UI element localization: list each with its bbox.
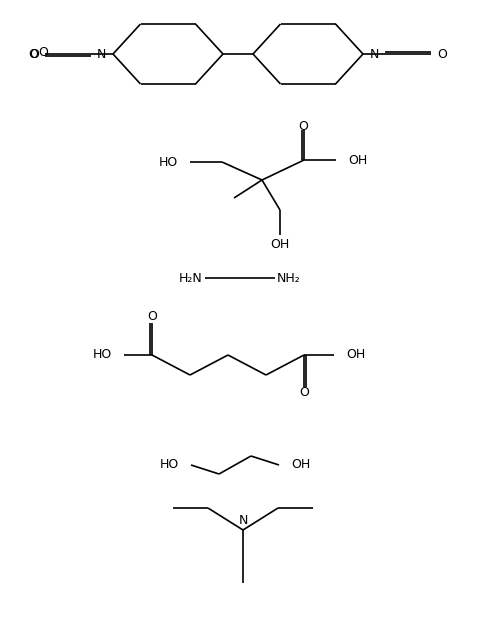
Text: O: O [147, 311, 157, 324]
Text: HO: HO [93, 348, 112, 361]
Text: O: O [28, 48, 38, 61]
Text: OH: OH [291, 459, 310, 471]
Text: OH: OH [346, 348, 365, 361]
Text: O: O [29, 48, 39, 61]
Text: N: N [238, 515, 248, 528]
Text: H₂N: H₂N [179, 272, 203, 285]
Text: N: N [97, 48, 106, 61]
Text: HO: HO [160, 459, 179, 471]
Text: OH: OH [270, 239, 290, 252]
Text: O: O [437, 48, 447, 61]
Text: NH₂: NH₂ [277, 272, 301, 285]
Text: O: O [298, 120, 308, 133]
Text: HO: HO [159, 156, 178, 169]
Text: OH: OH [348, 154, 367, 167]
Text: N: N [370, 48, 379, 61]
Text: O: O [38, 46, 48, 60]
Text: O: O [299, 386, 309, 399]
